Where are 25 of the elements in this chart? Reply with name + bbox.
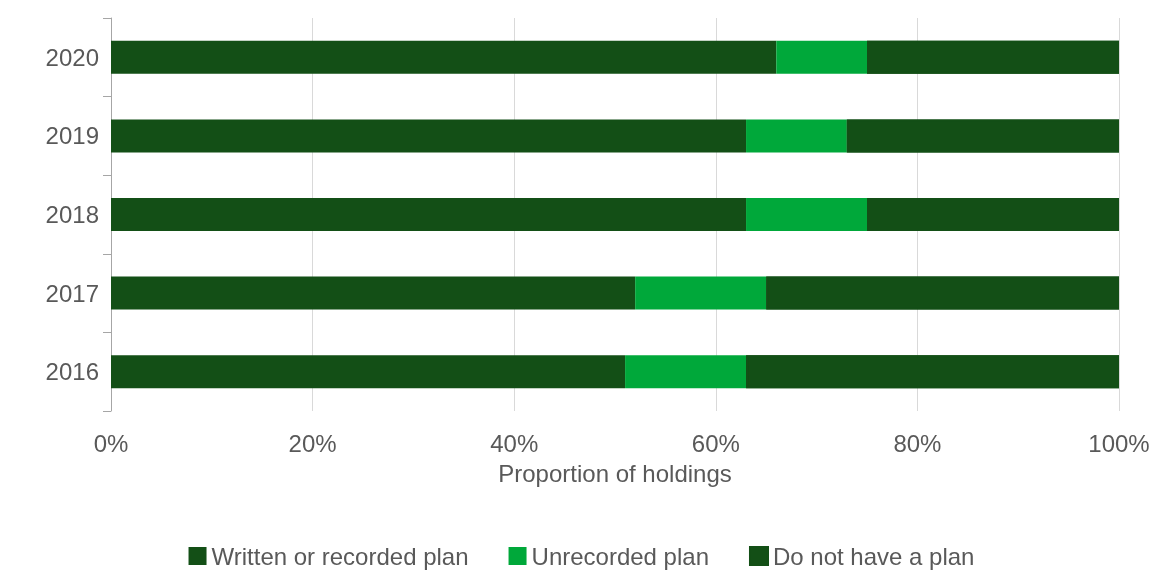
bar bbox=[111, 40, 777, 74]
legend-label: Written or recorded plan bbox=[211, 542, 469, 570]
x-tick-label: 60% bbox=[691, 429, 740, 457]
bar bbox=[625, 355, 747, 389]
bar bbox=[111, 276, 636, 310]
legend-label: Do not have a plan bbox=[772, 542, 975, 570]
x-tick-label: 20% bbox=[288, 429, 337, 457]
bar bbox=[776, 40, 867, 74]
bar bbox=[746, 197, 867, 232]
x-axis-title: Proportion of holdings bbox=[498, 459, 732, 487]
y-tick-label: 2018 bbox=[45, 201, 99, 228]
x-tick-label: 40% bbox=[490, 429, 539, 457]
y-tick-label: 2020 bbox=[45, 43, 99, 71]
bar bbox=[111, 197, 747, 232]
bar bbox=[746, 119, 847, 153]
x-tick-label: 80% bbox=[893, 429, 942, 457]
bar bbox=[111, 355, 626, 389]
x-tick-label: 100% bbox=[1088, 429, 1150, 457]
legend-label: Unrecorded plan bbox=[531, 542, 709, 570]
x-tick-label: 0% bbox=[93, 429, 129, 457]
y-tick-label: 2016 bbox=[45, 358, 99, 386]
bar bbox=[635, 276, 767, 310]
y-tick-label: 2019 bbox=[45, 122, 99, 150]
y-tick-label: 2017 bbox=[45, 279, 99, 307]
bar bbox=[111, 119, 747, 153]
